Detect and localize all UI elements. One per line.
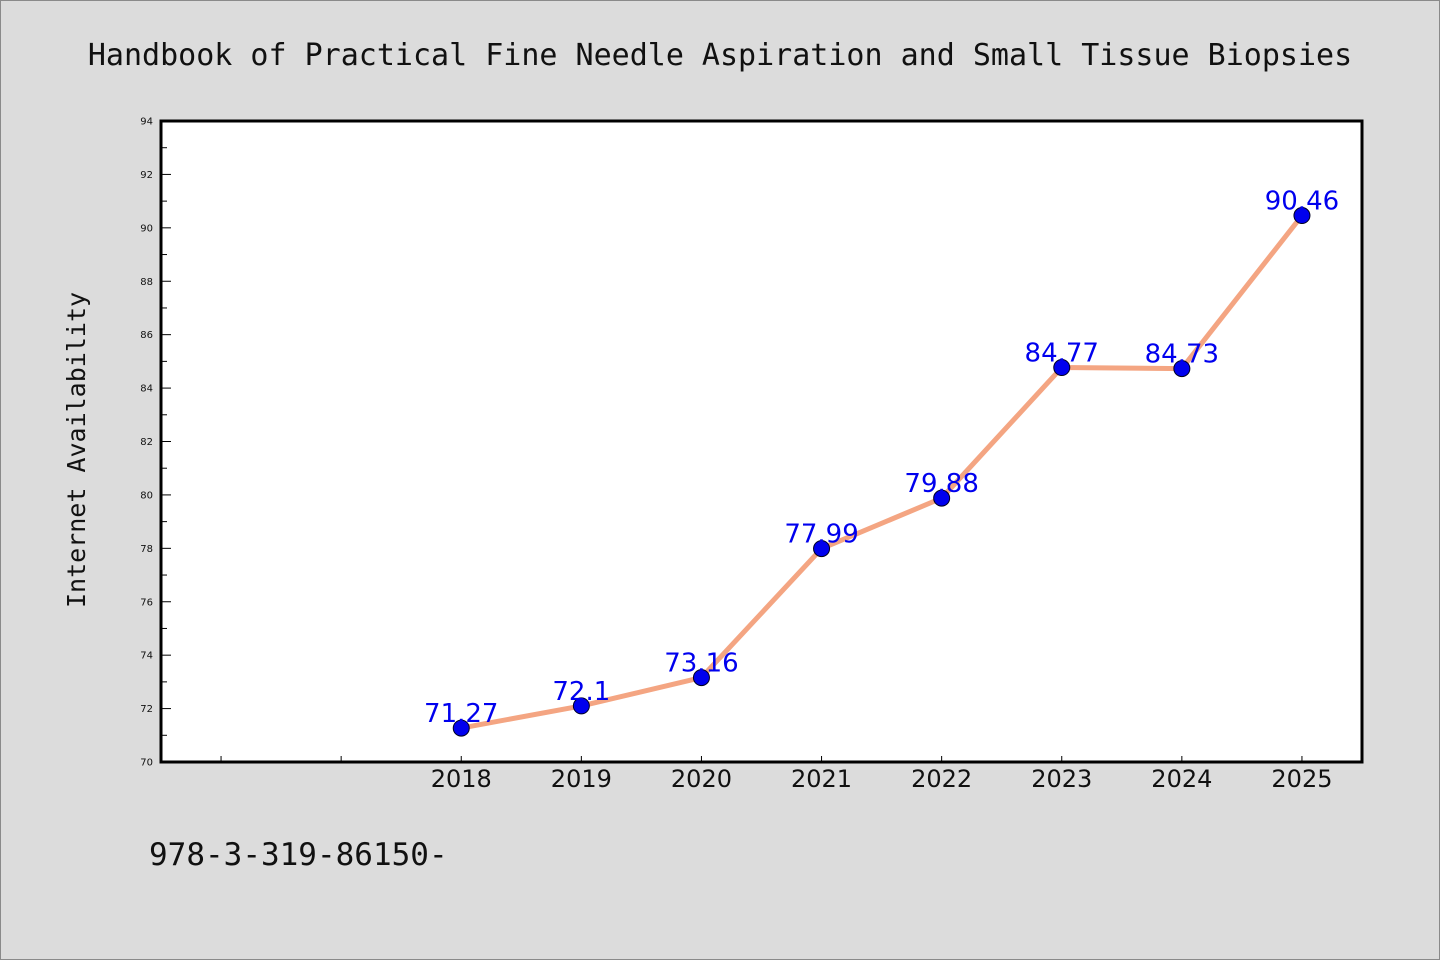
data-point (572, 697, 590, 715)
y-tick-label: 90 (140, 223, 153, 234)
data-label: 71.27 (424, 699, 498, 729)
x-tick-label: 2020 (671, 765, 732, 793)
data-point (1293, 207, 1311, 225)
y-tick-label: 94 (140, 117, 153, 128)
x-tick-label: 2022 (911, 765, 972, 793)
y-tick-label: 86 (140, 330, 153, 341)
y-tick-label: 76 (140, 597, 153, 608)
data-point (1173, 360, 1191, 378)
x-tick-label: 2019 (551, 765, 612, 793)
data-label-layer: 71.27 72.1 73.16 77.99 79.88 84.77 84.73 90.46 (424, 187, 1339, 730)
data-point (452, 719, 470, 737)
y-tick-label: 72 (140, 704, 153, 715)
x-tick-label: 2023 (1031, 765, 1092, 793)
y-tick-label: 84 (140, 384, 153, 395)
series-line (458, 213, 1305, 731)
plot-border (159, 119, 1364, 764)
data-point (1053, 359, 1071, 377)
data-label: 84.77 (1025, 339, 1099, 369)
data-label: 77.99 (784, 520, 858, 550)
y-tick-label: 74 (140, 651, 153, 662)
data-label: 84.73 (1145, 340, 1219, 370)
data-label: 90.46 (1265, 187, 1339, 217)
y-tick-label: 88 (140, 277, 153, 288)
footer-isbn: 978-3-319-86150- (149, 837, 448, 873)
y-tick-label: 80 (140, 490, 153, 501)
plot-area (161, 121, 1362, 762)
series-layer (452, 207, 1311, 737)
y-axis-label: Internet Availability (62, 292, 91, 608)
y-tick-label: 82 (140, 437, 153, 448)
data-label: 79.88 (904, 469, 978, 499)
axes: 70 72 74 76 78 80 82 84 86 88 90 92 94 2018 2019 2020 20… (140, 117, 1332, 794)
x-tick-label: 2021 (791, 765, 852, 793)
data-point (692, 669, 710, 687)
data-label: 72.1 (552, 677, 610, 707)
y-tick-label: 78 (140, 544, 153, 555)
y-tick-label: 70 (140, 758, 153, 769)
x-tick-label: 2025 (1271, 765, 1332, 793)
data-label: 73.16 (664, 649, 738, 679)
chart-title: Handbook of Practical Fine Needle Aspira… (88, 38, 1352, 73)
x-tick-label: 2018 (431, 765, 492, 793)
data-point (813, 540, 831, 558)
x-tick-label: 2024 (1151, 765, 1212, 793)
y-tick-label: 92 (140, 170, 153, 181)
data-point (933, 489, 951, 507)
